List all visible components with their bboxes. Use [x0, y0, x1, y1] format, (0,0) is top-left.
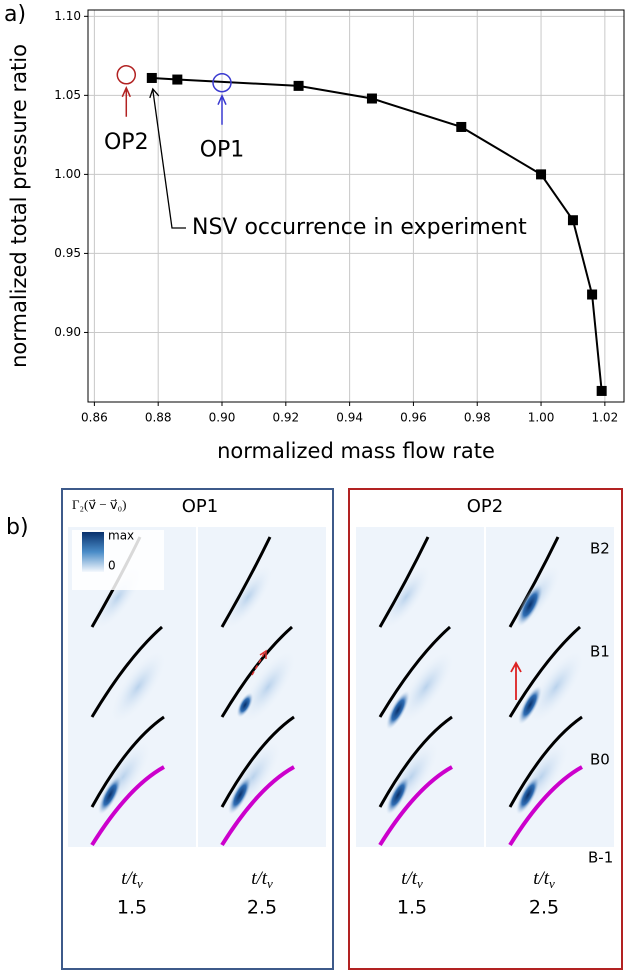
annotation-label: OP1	[200, 138, 245, 163]
data-point	[536, 169, 547, 180]
y-tick-label: 1.05	[54, 88, 81, 102]
x-tick-label: 0.88	[145, 411, 172, 425]
time-text: t/t	[401, 868, 418, 889]
x-tick-label: 0.98	[464, 411, 491, 425]
chart: 0.90 0.95 1.00 1.05 1.10 0.86 0.88 0.90 0.92 0.94…	[7, 9, 625, 463]
time-text: t/t	[533, 868, 550, 889]
panel-label: a)	[4, 2, 26, 27]
arrow	[121, 85, 131, 117]
data-point	[172, 74, 183, 85]
x-axis-label: normalized mass flow rate	[217, 439, 495, 463]
time-value: 2.5	[247, 897, 277, 919]
y-axis-label: normalized total pressure ratio	[7, 44, 31, 368]
panel-title: OP2	[467, 496, 503, 517]
field-image	[66, 525, 616, 849]
legend-min: 0	[108, 559, 116, 573]
data-point	[293, 80, 304, 91]
operating-point	[212, 72, 232, 93]
annotation-label: NSV occurrence in experiment	[192, 215, 527, 240]
time-value: 1.5	[117, 897, 147, 919]
data-point	[567, 215, 578, 226]
time-value: 2.5	[529, 897, 559, 919]
panel-frame	[348, 488, 623, 970]
operating-point	[116, 65, 137, 85]
blade-label: B0	[590, 751, 610, 769]
y-tick-label: 0.95	[54, 246, 81, 260]
x-tick-label: 0.90	[209, 411, 236, 425]
data-point	[587, 289, 598, 300]
time-subscript: v	[417, 876, 423, 891]
time-labels: t/tv1.5t/tv2.5t/tv1.5t/tv2.5	[117, 868, 559, 918]
time-label: t/tv	[401, 868, 423, 891]
time-label: t/tv	[121, 868, 143, 891]
panel-title: OP1	[182, 496, 218, 517]
legend-formula: Γ₂(v⃗ − v⃗₀)	[72, 497, 126, 512]
time-text: t/t	[251, 868, 268, 889]
time-value: 1.5	[397, 897, 427, 919]
time-subscript: v	[137, 876, 143, 891]
annotation-label: OP2	[104, 130, 149, 155]
y-tick-label: 1.10	[54, 9, 81, 23]
legend-max: max	[108, 529, 134, 543]
panel-frame	[61, 488, 334, 970]
x-tick-label: 0.94	[336, 411, 363, 425]
panel-label: b)	[6, 515, 29, 540]
time-label: t/tv	[251, 868, 273, 891]
x-tick-label: 1.00	[528, 411, 555, 425]
time-label: t/tv	[533, 868, 555, 891]
arrow	[217, 93, 227, 125]
x-tick-label: 0.86	[81, 411, 108, 425]
data-point	[456, 121, 467, 132]
time-subscript: v	[549, 876, 555, 891]
blade-label: B2	[590, 540, 610, 558]
data-point	[146, 72, 157, 83]
x-tick-label: 0.96	[400, 411, 427, 425]
data-point	[596, 385, 607, 396]
y-tick-label: 1.00	[54, 167, 81, 181]
plot-frame	[87, 9, 625, 403]
time-text: t/t	[121, 868, 138, 889]
time-subscript: v	[267, 876, 273, 891]
y-tick-label: 0.90	[54, 325, 81, 339]
x-tick-label: 1.02	[591, 411, 618, 425]
data-point	[366, 93, 377, 104]
blade-label: B1	[590, 643, 610, 661]
arrow	[149, 87, 186, 229]
blade-label: B-1	[588, 849, 613, 867]
x-tick-label: 0.92	[272, 411, 299, 425]
